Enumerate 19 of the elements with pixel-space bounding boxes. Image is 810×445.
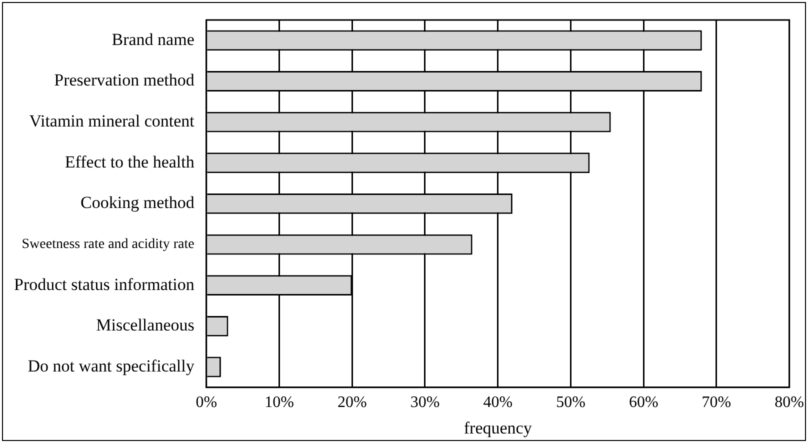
y-tick-label: Brand name	[112, 30, 194, 49]
y-tick-label: Effect to the health	[64, 152, 195, 172]
x-tick-label: 0%	[196, 394, 218, 412]
y-tick-label: Vitamin mineral content	[29, 112, 195, 131]
y-tick-label: Cooking method	[80, 193, 195, 212]
x-axis-title: frequency	[464, 418, 532, 438]
x-tick-label: 70%	[702, 394, 732, 412]
y-tick-label: Miscellaneous	[96, 316, 194, 335]
y-tick-label: Preservation method	[54, 70, 195, 90]
x-tick-label: 60%	[628, 394, 658, 412]
x-tick-label: 40%	[483, 394, 513, 412]
x-tick-label: 20%	[337, 394, 367, 412]
y-tick-label: Sweetness rate and acidity rate	[22, 237, 194, 252]
x-tick-label: 80%	[774, 394, 804, 412]
x-tick-label: 30%	[410, 394, 440, 412]
y-tick-label: Do not want specifically	[28, 356, 195, 376]
y-tick-label: Product status information	[14, 274, 195, 294]
x-tick-label: 50%	[556, 394, 586, 412]
x-tick-label: 10%	[264, 394, 294, 412]
